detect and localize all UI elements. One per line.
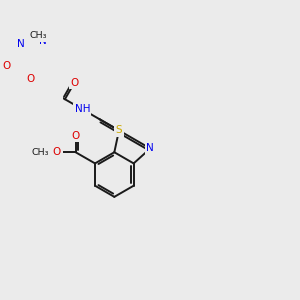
Text: CH₃: CH₃ bbox=[29, 32, 47, 40]
Text: O: O bbox=[2, 61, 11, 71]
Text: O: O bbox=[70, 78, 79, 88]
Text: O: O bbox=[52, 147, 60, 157]
Text: N: N bbox=[146, 143, 154, 154]
Text: O: O bbox=[71, 130, 80, 140]
Text: S: S bbox=[116, 125, 122, 135]
Text: N: N bbox=[39, 36, 47, 46]
Text: CH₃: CH₃ bbox=[32, 148, 50, 157]
Text: O: O bbox=[26, 74, 34, 84]
Text: NH: NH bbox=[74, 104, 90, 114]
Text: N: N bbox=[17, 39, 25, 49]
